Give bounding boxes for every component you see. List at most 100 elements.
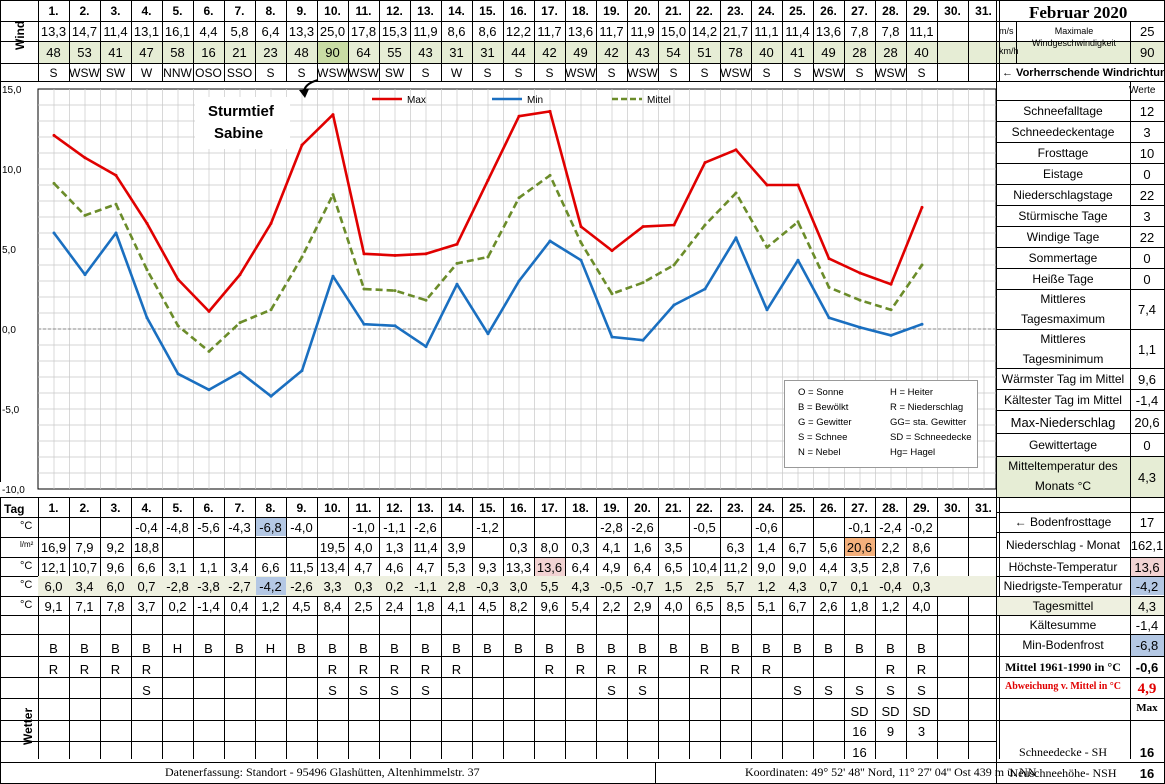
grid-vline <box>844 0 845 81</box>
grid-vline <box>534 497 535 759</box>
table-day-header: 29. <box>913 501 930 515</box>
table-cell: B <box>142 641 151 656</box>
table-cell: 11,5 <box>289 560 314 575</box>
table-cell: 4,1 <box>447 599 466 614</box>
table-cell: -2,6 <box>414 520 437 535</box>
table-cell: R <box>730 662 741 677</box>
table-cell: R <box>420 662 431 677</box>
data-point-mittel <box>300 255 304 259</box>
table-cell: R <box>916 662 927 677</box>
table-cell: B <box>917 641 926 656</box>
data-point-max <box>207 309 211 313</box>
day-header: 22. <box>696 4 713 18</box>
table-cell: B <box>483 641 492 656</box>
table-cell: 6,0 <box>106 579 125 594</box>
data-point-min <box>114 231 118 235</box>
data-point-mittel <box>734 191 738 195</box>
grid-hline <box>996 512 1165 513</box>
wind-kmh-row-bg <box>38 41 996 63</box>
grid-vline <box>441 0 442 81</box>
data-point-min <box>517 279 521 283</box>
wind-ms-value: 5,8 <box>230 24 249 39</box>
data-point-max <box>114 173 118 177</box>
grid-vline <box>1016 21 1017 63</box>
table-cell: B <box>49 641 58 656</box>
table-cell: 3,9 <box>447 540 466 555</box>
footer-coordinates: Koordinaten: 49° 52' 48'' Nord, 11° 27' … <box>745 765 1037 779</box>
table-day-header: 5. <box>172 501 183 515</box>
data-point-max <box>52 133 56 137</box>
data-point-max <box>424 252 428 256</box>
wind-dir-value: S <box>855 66 864 80</box>
grid-hline <box>996 226 1165 227</box>
wind-kmh-value: 64 <box>356 45 371 60</box>
wind-kmh-value: 41 <box>108 45 123 60</box>
table-cell: S <box>607 683 616 698</box>
table-cell: B <box>328 641 337 656</box>
grid-vline <box>627 497 628 759</box>
data-point-min <box>703 287 707 291</box>
summary-value: 16 <box>1139 744 1155 760</box>
grid-hline <box>0 741 996 742</box>
grid-hline <box>0 596 996 597</box>
table-cell: 8,5 <box>726 599 745 614</box>
data-point-min <box>455 282 459 286</box>
day-header: 30. <box>944 4 961 18</box>
table-cell: 4,0 <box>664 599 683 614</box>
summary-label: Höchste-Temperatur <box>1008 559 1118 574</box>
grid-vline <box>379 497 380 759</box>
table-cell: S <box>638 683 647 698</box>
data-point-max <box>300 143 304 147</box>
table-cell: B <box>576 641 585 656</box>
data-point-mittel <box>455 261 459 265</box>
table-cell: 13,6 <box>536 560 563 575</box>
summary-value: -6,8 <box>1135 638 1159 653</box>
table-day-header: 26. <box>820 501 837 515</box>
summary-value: -1,4 <box>1135 617 1159 633</box>
summary-value: 13,6 <box>1134 559 1160 575</box>
data-point-mittel <box>145 268 149 272</box>
data-point-max <box>734 148 738 152</box>
stat-value: 4,3 <box>1137 469 1157 485</box>
legend-symbol: S = Schnee <box>798 432 848 443</box>
grid-vline <box>224 497 225 759</box>
table-cell: 9,2 <box>106 540 125 555</box>
table-day-header: 20. <box>634 501 651 515</box>
grid-vline <box>0 0 1 482</box>
grid-vline <box>658 497 659 759</box>
grid-hline <box>996 720 1165 721</box>
table-cell: -4,0 <box>290 520 313 535</box>
wind-ms-value: 13,6 <box>567 24 594 39</box>
table-day-header: 21. <box>665 501 682 515</box>
table-cell: R <box>544 662 555 677</box>
max-wind-label: Maximale Windgeschwindigkeit <box>1031 26 1117 48</box>
data-point-min <box>920 322 924 326</box>
summary-label: Abweichung v. Mittel in °C <box>1005 680 1121 692</box>
cell-highlight <box>1131 577 1164 595</box>
summary-value: -0,6 <box>1135 659 1159 675</box>
data-point-max <box>486 178 490 182</box>
grid-vline <box>875 0 876 81</box>
wind-kmh-value: 43 <box>635 45 650 60</box>
day-header: 19. <box>603 4 620 18</box>
table-cell: 5,4 <box>571 599 590 614</box>
table-cell: B <box>762 641 771 656</box>
wind-kmh-value: 49 <box>821 45 836 60</box>
stat-label: Windige Tage <box>1026 229 1100 244</box>
table-cell: B <box>731 641 740 656</box>
table-cell: B <box>545 641 554 656</box>
grid-hline <box>996 698 1165 699</box>
table-day-header: 16. <box>510 501 527 515</box>
table-cell: 0,4 <box>230 599 249 614</box>
table-cell: R <box>48 662 59 677</box>
stat-label: Tagesminimum <box>1022 352 1104 366</box>
table-cell: 3,5 <box>850 560 869 575</box>
table-cell: 8,6 <box>912 540 931 555</box>
table-cell: S <box>142 683 151 698</box>
table-cell: 4,7 <box>416 560 435 575</box>
table-cell: 5,5 <box>540 579 559 594</box>
grid-vline <box>286 0 287 81</box>
grid-hline <box>0 698 996 699</box>
series-line-max <box>53 110 924 313</box>
grid-hline <box>996 615 1165 616</box>
